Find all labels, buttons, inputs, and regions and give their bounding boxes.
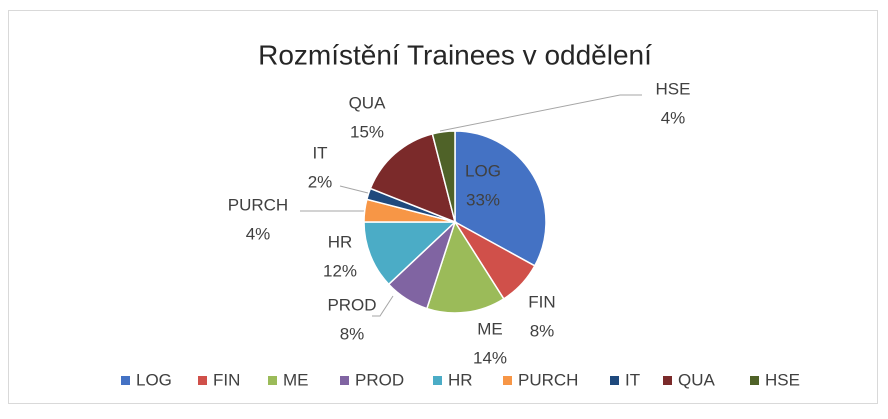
legend-label: QUA xyxy=(678,370,716,389)
legend-label: IT xyxy=(625,370,640,389)
slice-label: ME xyxy=(477,319,503,338)
slice-value-label: 8% xyxy=(530,321,555,340)
legend-swatch xyxy=(433,376,442,385)
slice-label: QUA xyxy=(349,93,387,112)
pie-slice xyxy=(363,221,457,286)
legend-label: HR xyxy=(448,370,473,389)
pie-slice xyxy=(369,132,457,224)
slice-value-label: 8% xyxy=(340,324,365,343)
leader-line xyxy=(339,185,369,194)
legend-swatch xyxy=(198,376,207,385)
slice-label: HSE xyxy=(656,79,691,98)
slice-value-label: 15% xyxy=(350,122,384,141)
slice-value-label: 2% xyxy=(308,172,333,191)
chart-title: Rozmístění Trainees v oddělení xyxy=(258,39,652,70)
leader-line xyxy=(372,295,394,317)
legend-swatch xyxy=(610,376,619,385)
slice-label: IT xyxy=(312,143,327,162)
pie-slice xyxy=(431,130,456,223)
slice-label: FIN xyxy=(528,292,555,311)
legend-label: ME xyxy=(283,370,309,389)
pie-slice xyxy=(425,220,505,314)
slice-value-label: 14% xyxy=(473,348,507,367)
legend-label: PROD xyxy=(355,370,404,389)
legend-swatch xyxy=(750,376,759,385)
pie-slice xyxy=(454,130,547,267)
legend-label: LOG xyxy=(136,370,172,389)
legend-label: PURCH xyxy=(518,370,578,389)
legend-swatch xyxy=(503,376,512,385)
slice-label: PROD xyxy=(327,295,376,314)
slice-label: HR xyxy=(328,232,353,251)
slice-value-label: 12% xyxy=(323,261,357,280)
slice-value-label: 4% xyxy=(246,224,271,243)
slice-label: LOG xyxy=(465,161,501,180)
legend-swatch xyxy=(268,376,277,385)
legend-label: FIN xyxy=(213,370,240,389)
slice-value-label: 4% xyxy=(661,108,686,127)
legend-swatch xyxy=(340,376,349,385)
slice-value-label: 33% xyxy=(466,190,500,209)
slice-label: PURCH xyxy=(228,195,288,214)
legend-label: HSE xyxy=(765,370,800,389)
legend-swatch xyxy=(663,376,672,385)
leader-line xyxy=(439,94,642,132)
legend-swatch xyxy=(121,376,130,385)
